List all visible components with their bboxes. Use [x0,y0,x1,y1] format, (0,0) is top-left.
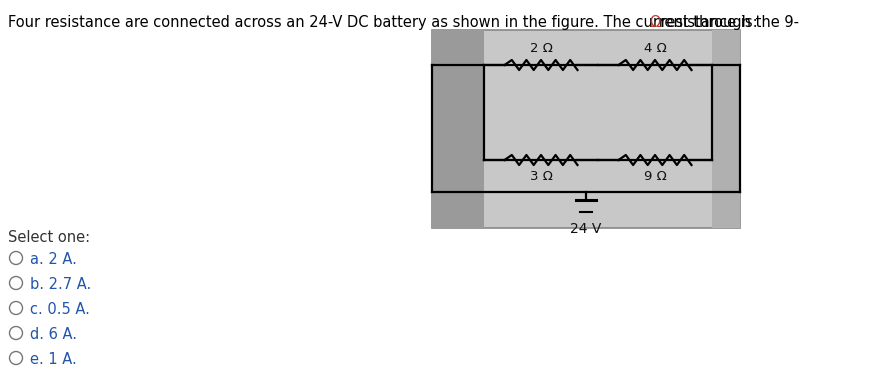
Text: Four resistance are connected across an 24-V DC battery as shown in the figure. : Four resistance are connected across an … [8,15,798,30]
Bar [432,30,740,228]
Text: b. 2.7 A.: b. 2.7 A. [30,277,91,292]
Text: 9 Ω: 9 Ω [643,170,666,183]
Text: c. 0.5 A.: c. 0.5 A. [30,302,90,317]
Text: Select one:: Select one: [8,230,90,245]
Text: 24 V: 24 V [570,222,601,236]
Text: 2 Ω: 2 Ω [529,43,552,55]
Bar [711,30,740,228]
Text: 4 Ω: 4 Ω [643,43,666,55]
Text: resistance is:: resistance is: [655,15,757,30]
Bar [432,30,483,228]
Text: d. 6 A.: d. 6 A. [30,327,77,342]
Text: 3 Ω: 3 Ω [529,170,552,183]
Text: e. 1 A.: e. 1 A. [30,352,76,367]
Text: a. 2 A.: a. 2 A. [30,252,76,267]
Text: Ω: Ω [648,15,660,30]
